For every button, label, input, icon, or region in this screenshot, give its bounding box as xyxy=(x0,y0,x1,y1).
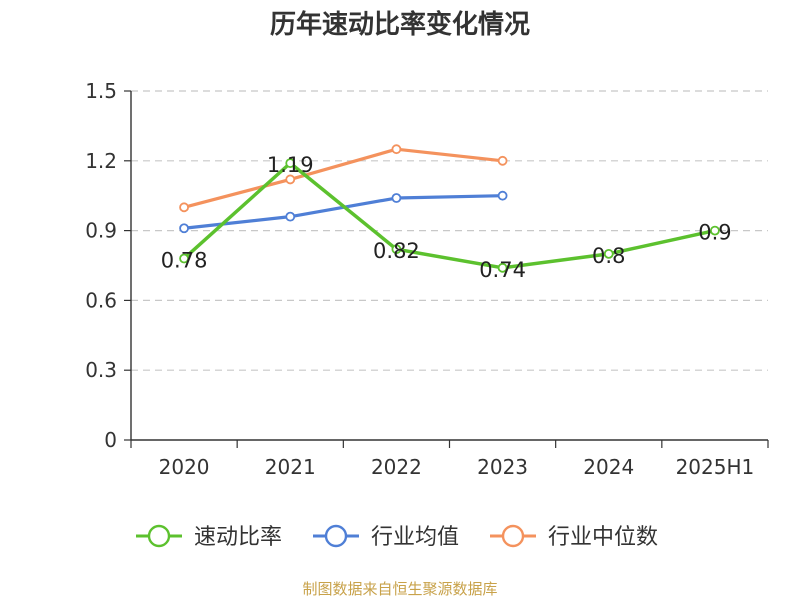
data-label: 0.9 xyxy=(698,221,731,245)
data-label: 0.74 xyxy=(479,258,526,282)
data-point[interactable] xyxy=(391,193,402,203)
data-point[interactable] xyxy=(285,174,296,185)
x-tick-label: 2021 xyxy=(265,455,316,479)
legend-label: 速动比率 xyxy=(194,525,282,550)
legend-label: 行业中位数 xyxy=(548,525,658,550)
data-label: 1.19 xyxy=(267,153,314,177)
data-point[interactable] xyxy=(497,190,508,201)
legend-item[interactable]: 速动比率 xyxy=(136,524,282,550)
legend-item[interactable]: 行业均值 xyxy=(313,524,459,550)
y-tick-label: 0 xyxy=(104,428,117,452)
legend-marker-icon xyxy=(324,524,348,548)
data-point[interactable] xyxy=(285,211,296,222)
data-label: 0.82 xyxy=(373,239,420,263)
y-tick-label: 0.3 xyxy=(85,358,117,382)
data-point[interactable] xyxy=(179,202,189,213)
data-point[interactable] xyxy=(391,144,402,155)
series-line-2 xyxy=(182,147,505,209)
x-tick-label: 2022 xyxy=(371,455,422,479)
data-point[interactable] xyxy=(710,225,720,236)
y-tick-label: 1.2 xyxy=(85,149,117,173)
data-point[interactable] xyxy=(285,158,296,169)
data-label: 0.8 xyxy=(592,244,625,268)
y-tick-label: 0.9 xyxy=(85,219,117,243)
data-labels: 0.78 1.19 0.82 0.74 0.8 0.9 xyxy=(161,153,732,282)
data-point[interactable] xyxy=(497,262,508,273)
series-line-1 xyxy=(182,194,505,230)
legend-marker-icon xyxy=(501,524,525,548)
axes: 0 0.3 0.6 0.9 1.2 1.5 2020 2021 2022 2023 2024 2025… xyxy=(85,79,769,479)
series-line-0 xyxy=(182,161,717,270)
x-tick-label: 2025H1 xyxy=(676,455,755,479)
y-tick-label: 0.6 xyxy=(85,288,117,312)
data-point[interactable] xyxy=(391,244,402,255)
data-label: 0.78 xyxy=(161,249,208,273)
x-tick-label: 2023 xyxy=(477,455,528,479)
grid-lines xyxy=(131,90,768,371)
chart-title: 历年速动比率变化情况 xyxy=(270,9,530,40)
legend-marker-icon xyxy=(147,524,171,548)
data-point[interactable] xyxy=(179,223,189,234)
legend[interactable]: 速动比率 行业均值 行业中位数 xyxy=(136,524,658,550)
data-point[interactable] xyxy=(179,253,189,264)
x-tick-label: 2020 xyxy=(159,455,210,479)
y-tick-label: 1.5 xyxy=(85,79,117,103)
data-point[interactable] xyxy=(603,248,614,259)
legend-label: 行业均值 xyxy=(371,525,459,550)
legend-item[interactable]: 行业中位数 xyxy=(490,524,658,550)
data-point[interactable] xyxy=(497,155,508,166)
series-group xyxy=(179,144,720,273)
source-note: 制图数据来自恒生聚源数据库 xyxy=(302,580,497,598)
x-tick-label: 2024 xyxy=(583,455,634,479)
